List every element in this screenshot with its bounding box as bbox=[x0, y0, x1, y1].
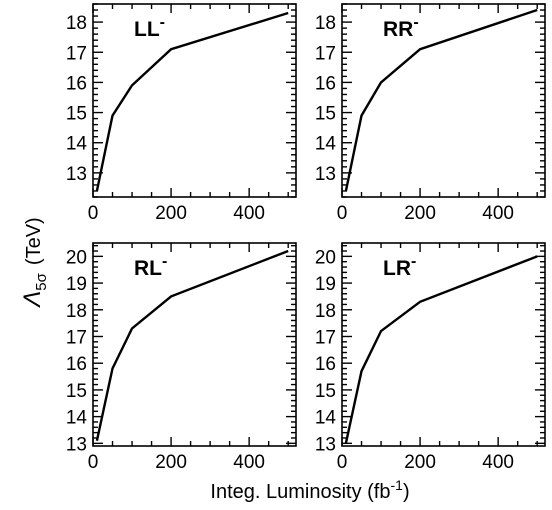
panel-lr: 0 200 400 13 14 15 16 17 18 19 20 LR- bbox=[315, 242, 546, 473]
x-tick-label: 400 bbox=[482, 203, 514, 224]
x-tick-label: 0 bbox=[337, 203, 348, 224]
x-axis-title: Integ. Luminosity (fb-1) bbox=[210, 477, 409, 503]
y-axis-title-unit: (TeV) bbox=[23, 217, 45, 265]
y-tick-label: 14 bbox=[315, 408, 337, 429]
y-tick-label: 15 bbox=[66, 381, 87, 402]
y-tick-label: 13 bbox=[315, 164, 336, 185]
y-tick-label: 17 bbox=[315, 43, 336, 64]
y-tick-label: 19 bbox=[66, 274, 87, 295]
x-tick-label: 400 bbox=[233, 452, 265, 473]
panel-label: RL- bbox=[134, 253, 167, 280]
panel-label-text: RL bbox=[134, 257, 162, 280]
y-tick-label: 18 bbox=[66, 301, 87, 322]
x-tick-label: 0 bbox=[88, 203, 99, 224]
panel-rr: 0 200 400 13 14 15 16 17 18 RR- bbox=[315, 3, 546, 224]
y-tick-label: 17 bbox=[66, 327, 87, 348]
y-tick-label: 16 bbox=[66, 354, 87, 375]
x-tick-label: 200 bbox=[404, 452, 436, 473]
panel-label-sup: - bbox=[413, 14, 418, 31]
x-tick-label: 0 bbox=[88, 452, 99, 473]
panel-label-sup: - bbox=[411, 253, 416, 270]
panel-label-sup: - bbox=[160, 14, 165, 31]
y-tick-label: 15 bbox=[315, 381, 336, 402]
x-axis-title-main: Integ. Luminosity (fb bbox=[210, 481, 390, 503]
y-tick-label: 18 bbox=[315, 13, 336, 34]
y-tick-label: 18 bbox=[66, 13, 87, 34]
y-tick-label: 15 bbox=[315, 104, 336, 125]
y-tick-label: 13 bbox=[66, 434, 87, 455]
panel-ll: 0 200 400 13 14 15 16 17 18 LL- bbox=[66, 3, 297, 224]
y-axis-title: Λ5σ (TeV) bbox=[19, 217, 50, 308]
series-line-ll bbox=[95, 11, 289, 192]
y-tick-label: 17 bbox=[66, 43, 87, 64]
x-tick-label: 400 bbox=[233, 203, 265, 224]
y-tick-label: 20 bbox=[66, 247, 87, 268]
y-axis-title-main: Λ bbox=[19, 291, 46, 309]
series-line-rl bbox=[95, 249, 289, 441]
x-tick-label: 200 bbox=[155, 452, 187, 473]
y-tick-label: 20 bbox=[315, 247, 336, 268]
series-line-lr bbox=[344, 255, 538, 444]
panel-label-text: RR bbox=[383, 18, 413, 41]
plot-frame bbox=[341, 3, 546, 198]
y-axis-title-sub: 5σ bbox=[33, 272, 50, 290]
y-tick-label: 16 bbox=[66, 73, 87, 94]
x-axis-title-close: ) bbox=[403, 481, 410, 503]
y-tick-label: 16 bbox=[315, 354, 336, 375]
y-tick-label: 13 bbox=[315, 434, 336, 455]
plot-frame bbox=[92, 242, 297, 447]
y-tick-label: 14 bbox=[66, 408, 88, 429]
panel-label: LR- bbox=[383, 253, 416, 280]
y-tick-label: 16 bbox=[315, 73, 336, 94]
x-tick-label: 0 bbox=[337, 452, 348, 473]
y-tick-label: 17 bbox=[315, 327, 336, 348]
y-tick-label: 15 bbox=[66, 104, 87, 125]
y-tick-label: 13 bbox=[66, 164, 87, 185]
panel-label-text: LR bbox=[383, 257, 411, 280]
plot-frame bbox=[341, 242, 546, 447]
x-tick-label: 200 bbox=[155, 203, 187, 224]
panel-label: RR- bbox=[383, 14, 419, 41]
y-tick-label: 18 bbox=[315, 301, 336, 322]
series-line-rr bbox=[344, 8, 538, 192]
x-tick-label: 200 bbox=[404, 203, 436, 224]
y-tick-label: 14 bbox=[66, 134, 88, 155]
svg-text:Λ5σ(TeV): Λ5σ (TeV) bbox=[19, 217, 50, 308]
y-tick-label: 14 bbox=[315, 134, 337, 155]
panel-rl: 0 200 400 13 14 15 16 17 18 19 20 RL- bbox=[66, 242, 297, 473]
panel-label: LL- bbox=[134, 14, 165, 41]
y-tick-label: 19 bbox=[315, 274, 336, 295]
panel-label-sup: - bbox=[162, 253, 167, 270]
x-tick-label: 400 bbox=[482, 452, 514, 473]
panel-label-text: LL bbox=[134, 18, 160, 41]
x-axis-title-sup: -1 bbox=[390, 477, 403, 493]
